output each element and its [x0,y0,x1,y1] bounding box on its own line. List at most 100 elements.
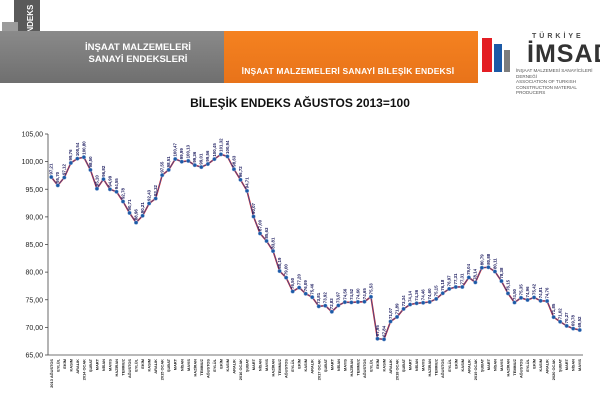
data-label: 80,79 [479,254,484,266]
x-tick-label: NİSAN [492,359,497,371]
x-tick-label: NİSAN [101,359,106,371]
data-label: 74,81 [538,287,543,299]
data-point [538,298,543,303]
x-tick-label: ŞUBAT [88,358,93,372]
x-tick-label: TEMMUZ [355,358,360,375]
data-label: 69,78 [571,315,576,327]
x-tick-label: AĞUSTOS [127,359,132,379]
data-point [545,298,550,304]
x-tick-label: KASIM [538,359,543,372]
data-point [75,156,80,161]
x-tick-label: HAZİRAN [271,359,276,377]
x-axis: 2013 AĞUSTOS EYLÜL EKİM KASIM ARALIK 2014 OCA… [48,354,583,388]
data-label: 93,32 [153,184,158,196]
data-point [231,167,237,172]
data-label: 79,04 [466,263,471,275]
series-line-red [50,153,580,341]
data-point [518,295,524,300]
series-line-blue [50,153,580,340]
data-label: 97,12 [62,163,67,175]
data-point [505,291,511,296]
x-tick-label: MAYIS [499,359,504,371]
index-label-line2: SANAYİ ENDEKSLERİ [88,54,188,65]
imsad-blue-block [494,44,502,72]
x-tick-label: EKİM [453,359,458,369]
data-point [381,337,387,342]
data-point [577,327,582,333]
data-label: 76,09 [303,280,308,292]
report-title: İNŞAAT MALZEMELERİ SANAYİ BİLEŞİK ENDEKS… [241,66,455,76]
index-label-line1: İNŞAAT MALZEMELERİ [85,42,191,53]
data-label: 80,88 [486,253,491,265]
y-tick-label: 95,00 [25,187,43,194]
data-point [218,152,223,157]
data-point [531,295,537,300]
data-label: 72,83 [329,298,334,310]
data-point [290,289,295,294]
data-label: 77,31 [453,273,458,285]
data-label: 96,72 [238,166,243,178]
data-point [355,299,361,305]
data-point [473,280,478,285]
x-tick-label: MART [486,358,491,370]
x-tick-label: AĞUSTOS [284,359,289,379]
data-point [421,300,426,305]
y-tick-label: 75,00 [25,297,43,304]
data-label: 85,63 [264,227,269,239]
data-label: 71,85 [551,303,556,315]
x-tick-label: 2013 AĞUSTOS [49,359,54,388]
data-label: 98,63 [231,155,236,167]
imsad-sub-line1: İNŞAAT MALZEMESİ SANAYİCİLERİ DERNEĞİ [516,68,593,79]
data-point [101,177,106,182]
data-point [186,158,191,164]
data-label: 71,89 [394,303,399,315]
x-tick-label: EYLÜL [134,358,139,371]
data-label: 97,21 [49,163,54,175]
data-point [257,231,263,236]
data-point [368,294,374,299]
data-point [244,188,250,193]
data-label: 74,52 [349,288,354,300]
data-point [479,265,484,270]
x-tick-label: NİSAN [571,359,576,371]
data-label: 76,97 [447,275,452,287]
data-point [349,300,354,305]
data-point [120,199,126,204]
x-tick-label: EYLÜL [290,358,295,371]
x-tick-label: AĞUSTOS [440,359,445,379]
imsad-subtitle: İNŞAAT MALZEMESİ SANAYİCİLERİ DERNEĞİ AS… [516,68,598,96]
data-point [394,314,400,320]
data-label: 74,46 [421,289,426,301]
data-point [94,186,100,191]
data-point [375,336,380,341]
data-point [434,296,439,302]
data-point [388,319,393,324]
data-label: 90,07 [251,202,256,214]
y-tick-label: 85,00 [25,242,43,249]
x-tick-label: EKİM [140,359,145,369]
data-point [551,315,556,320]
x-tick-label: EKİM [532,359,537,369]
y-tick-label: 80,00 [25,270,43,277]
x-tick-label: AĞUSTOS [519,359,524,379]
data-point [323,303,328,308]
data-label: 96,82 [101,165,106,177]
data-point [316,304,321,309]
data-point [107,187,113,192]
data-label: 94,71 [244,177,249,189]
x-tick-label: HAZİRAN [349,359,354,377]
x-tick-label: 2020 OCAK [551,359,556,380]
data-point [251,214,256,219]
x-tick-label: ARALIK [75,359,80,374]
x-tick-label: EYLÜL [447,358,452,371]
data-label: 97,55 [160,161,165,173]
x-tick-label: MAYIS [421,359,426,371]
data-label: 98,50 [88,156,93,168]
data-label: 78,14 [473,268,478,280]
data-point [525,297,530,303]
data-point [153,196,158,201]
data-label: 67,95 [375,325,380,337]
data-point [558,319,563,324]
imsad-top-label: TÜRKİYE [532,33,584,40]
x-tick-label: KASIM [68,359,73,372]
